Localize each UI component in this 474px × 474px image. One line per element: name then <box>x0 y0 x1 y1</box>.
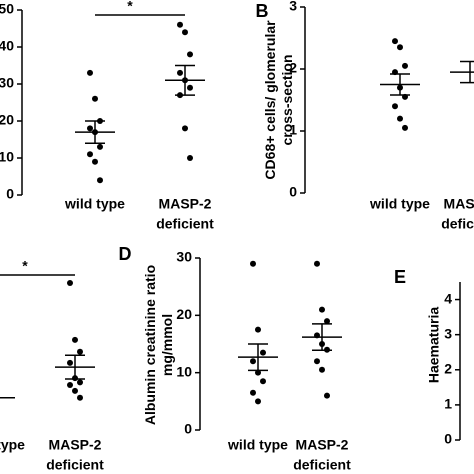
y-tick-label: 30 <box>176 249 192 265</box>
significance-label: * <box>127 0 133 14</box>
data-point <box>255 398 261 405</box>
x-tick-label: wild type <box>0 437 25 453</box>
y-axis-label: mg/mmol <box>159 314 175 376</box>
y-tick-label: 0 <box>444 431 452 447</box>
data-point <box>92 158 98 165</box>
data-point <box>319 306 325 313</box>
significance-label: * <box>22 258 28 274</box>
data-point <box>392 38 398 45</box>
x-tick-label: deficient <box>293 457 351 473</box>
x-tick-label: wild type <box>64 196 125 212</box>
y-tick-label: 2 <box>289 60 297 76</box>
data-point <box>77 348 83 355</box>
y-tick-label: 20 <box>0 112 14 128</box>
y-tick-label: 2 <box>444 360 452 376</box>
data-point <box>324 392 330 399</box>
x-tick-label: deficient <box>441 216 474 232</box>
data-point <box>314 260 320 267</box>
data-point <box>97 177 103 184</box>
data-point <box>187 84 193 91</box>
data-point <box>187 51 193 58</box>
panel-label: E <box>394 267 406 287</box>
y-tick-label: 4 <box>444 290 452 306</box>
data-point <box>260 378 266 385</box>
data-point <box>97 143 103 150</box>
y-axis-label: CD68+ cells/ glomerular <box>262 20 278 180</box>
y-tick-label: 0 <box>289 184 297 200</box>
data-point <box>324 318 330 325</box>
y-tick-label: 20 <box>176 306 192 322</box>
data-point <box>87 69 93 76</box>
data-point <box>250 358 256 365</box>
y-tick-label: 3 <box>444 325 452 341</box>
data-point <box>177 69 183 76</box>
data-point <box>77 394 83 401</box>
data-point <box>260 349 266 356</box>
data-point <box>87 125 93 132</box>
y-tick-label: 0 <box>6 186 14 202</box>
y-tick-label: 0 <box>184 421 192 437</box>
y-tick-label: 1 <box>444 396 452 412</box>
y-tick-label: 30 <box>0 75 14 91</box>
data-point <box>67 381 73 388</box>
data-point <box>177 21 183 28</box>
y-axis-label: Albumin creatinine ratio <box>142 265 158 425</box>
x-tick-label: wild type <box>227 437 288 453</box>
x-tick-label: MASP-2 <box>159 196 212 212</box>
data-point <box>67 279 73 286</box>
y-tick-label: 10 <box>176 363 192 379</box>
panel-label: D <box>119 244 132 264</box>
y-tick-label: 50 <box>0 1 14 17</box>
data-point <box>72 336 78 343</box>
data-point <box>250 260 256 267</box>
data-point <box>67 359 73 366</box>
x-tick-label: wild type <box>369 196 430 212</box>
data-point <box>87 151 93 158</box>
data-point <box>187 155 193 161</box>
data-point <box>314 358 320 365</box>
y-axis-label: cross-section <box>279 54 295 145</box>
y-tick-label: 40 <box>0 38 14 54</box>
data-point <box>397 44 403 51</box>
x-tick-label: MASP-2 <box>49 437 102 453</box>
data-point <box>402 62 408 69</box>
data-point <box>397 115 403 122</box>
panel-label: B <box>256 1 269 21</box>
data-point <box>182 125 188 132</box>
data-point <box>319 366 325 373</box>
data-point <box>402 124 408 131</box>
y-tick-label: 10 <box>0 149 14 165</box>
y-tick-label: 3 <box>289 0 297 14</box>
x-tick-label: MASP-2 <box>444 196 474 212</box>
data-point <box>250 389 256 396</box>
data-point <box>77 379 83 386</box>
data-point <box>72 387 78 394</box>
y-tick-label: 1 <box>289 122 297 138</box>
x-tick-label: deficient <box>156 216 214 232</box>
data-point <box>255 369 261 376</box>
data-point <box>182 29 188 36</box>
y-axis-label: Haematuria <box>426 307 442 383</box>
data-point <box>255 326 261 333</box>
data-point <box>392 103 398 110</box>
x-tick-label: MASP-2 <box>296 437 349 453</box>
data-point <box>92 95 98 102</box>
x-tick-label: deficient <box>46 457 104 473</box>
